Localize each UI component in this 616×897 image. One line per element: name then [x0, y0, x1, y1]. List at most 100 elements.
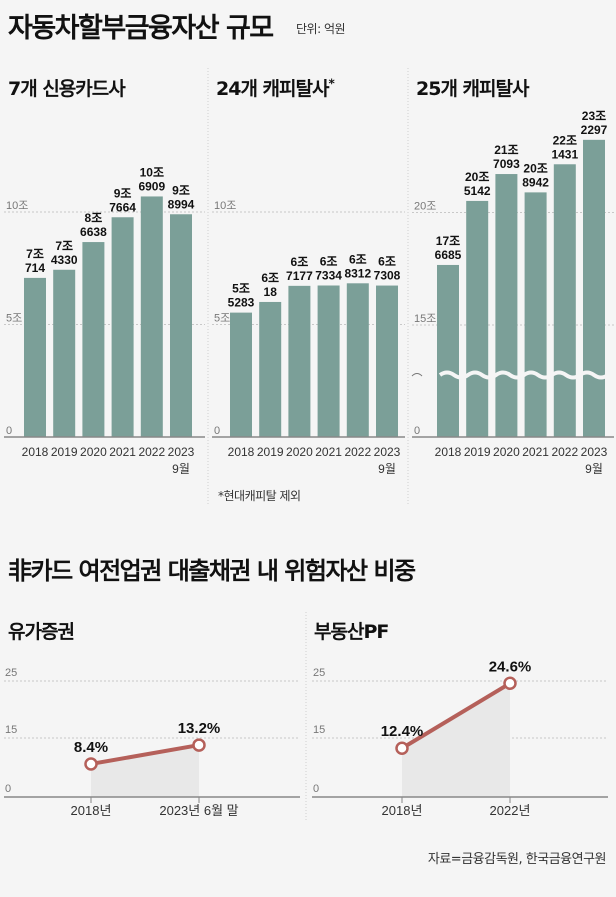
bar-value-label: 17조 [436, 234, 460, 248]
bar-value-label: 2297 [581, 123, 608, 137]
bar-value-label: 20조 [523, 161, 547, 175]
x-tick-label: 2022 [551, 445, 578, 459]
bar-value-label: 7177 [286, 269, 313, 283]
chart2-title: 24개 캐피탈사* [216, 74, 335, 101]
x-tick-label: 2021 [109, 445, 136, 459]
x-tick-label: 2019 [464, 445, 491, 459]
data-point [192, 738, 206, 752]
series-line [400, 681, 512, 750]
section2-title: 非카드 여전업권 대출채권 내 위험자산 비중 [8, 557, 416, 585]
bar-value-label: 7조 [55, 239, 73, 253]
bar-value-label: 6638 [80, 225, 107, 239]
y-tick-label: 0 [313, 783, 319, 795]
bar-value-label: 18 [264, 285, 278, 299]
bar-value-label: 8조 [85, 211, 103, 225]
bar-value-label: 714 [25, 261, 45, 275]
bar-value-label: 9조 [114, 186, 132, 200]
bar-value-label: 6조 [349, 252, 367, 266]
x-tick-label: 2022 [138, 445, 165, 459]
bar [466, 200, 489, 437]
bar-value-label: 5142 [464, 184, 491, 198]
x-tick-label: 2023년 6월 말 [159, 803, 238, 818]
x-tick-label: 2022 [344, 445, 371, 459]
bar [230, 312, 252, 437]
y-tick-label: 5조 [214, 313, 230, 325]
y-tick-label: 0 [5, 783, 11, 795]
bar-value-label: 6조 [291, 255, 309, 269]
bar-value-label: 9조 [172, 183, 190, 197]
data-label: 13.2% [178, 720, 221, 737]
footnote: *현대캐피탈 제외 [218, 489, 301, 503]
bar-value-label: 8942 [522, 175, 549, 189]
bar-value-label: 6685 [435, 248, 462, 262]
page-title: 자동차할부금융자산 규모 [8, 13, 274, 44]
x-tick-label: 2021 [315, 445, 342, 459]
x-tick-label: 2019 [51, 445, 78, 459]
bar [376, 285, 398, 437]
chart5-title: 부동산PF [314, 621, 389, 643]
bar-value-label: 5283 [228, 296, 255, 310]
x-tick-label: 2023 [374, 445, 401, 459]
bar-value-label: 8312 [344, 266, 371, 280]
data-label: 24.6% [489, 658, 532, 675]
footnote-mark: * [328, 76, 334, 91]
y-tick-label: 10조 [214, 200, 236, 212]
y-tick-label: 10조 [6, 200, 28, 212]
bar [111, 217, 134, 437]
bar [140, 196, 163, 437]
bar [346, 283, 369, 437]
x-tick-note: 9월 [585, 462, 603, 476]
x-tick-label: 2018 [228, 445, 255, 459]
bar [82, 242, 105, 437]
y-tick-label: 25 [5, 667, 17, 679]
bar-value-label: 6조 [261, 271, 279, 285]
bar-value-label: 7664 [109, 200, 136, 214]
bar-value-label: 23조 [582, 109, 606, 123]
axis-break-mark [438, 370, 616, 380]
bar [524, 192, 547, 437]
bar [288, 285, 311, 437]
y-tick-label: 0 [6, 425, 12, 437]
data-label: 12.4% [381, 723, 424, 740]
bar-value-label: 5조 [232, 282, 250, 296]
y-tick-label: 15 [5, 724, 17, 736]
x-tick-label: 2021 [522, 445, 549, 459]
bar-value-label: 7093 [493, 157, 520, 171]
bar-value-label: 20조 [465, 170, 489, 184]
chart1-title: 7개 신용카드사 [8, 78, 126, 100]
bar-value-label: 21조 [494, 143, 518, 157]
chart2-title-text: 24개 캐피탈사 [216, 78, 329, 100]
y-tick-label: 25 [313, 667, 325, 679]
bar [24, 277, 46, 437]
bar-value-label: 22조 [553, 133, 577, 147]
axis-break-icon [411, 373, 423, 377]
data-point [503, 676, 517, 691]
y-tick-label: 0 [214, 425, 220, 437]
y-tick-label: 0 [414, 425, 420, 437]
bar [317, 285, 340, 437]
chart4-title: 유가증권 [8, 621, 75, 643]
bar-value-label: 6909 [138, 179, 165, 193]
y-tick-label: 20조 [414, 201, 436, 213]
area-fill [402, 683, 510, 797]
x-tick-label: 2018년 [382, 803, 423, 818]
x-tick-label: 2023 [168, 445, 195, 459]
data-point [84, 757, 98, 771]
y-tick-label: 15조 [414, 313, 436, 325]
x-tick-note: 9월 [172, 462, 190, 476]
data-point [395, 741, 409, 755]
bar [553, 164, 576, 437]
x-tick-label: 2020 [493, 445, 520, 459]
bar-value-label: 6조 [320, 254, 338, 268]
bar [259, 301, 282, 437]
x-tick-label: 2018 [435, 445, 462, 459]
y-tick-label: 5조 [6, 313, 22, 325]
bar-value-label: 1431 [551, 147, 578, 161]
area-fill [91, 745, 199, 797]
x-tick-label: 2020 [80, 445, 107, 459]
x-tick-label: 2019 [257, 445, 284, 459]
source-note: 자료=금융감독원, 한국금융연구원 [427, 852, 607, 867]
x-tick-label: 2023 [581, 445, 608, 459]
bar [53, 269, 76, 437]
